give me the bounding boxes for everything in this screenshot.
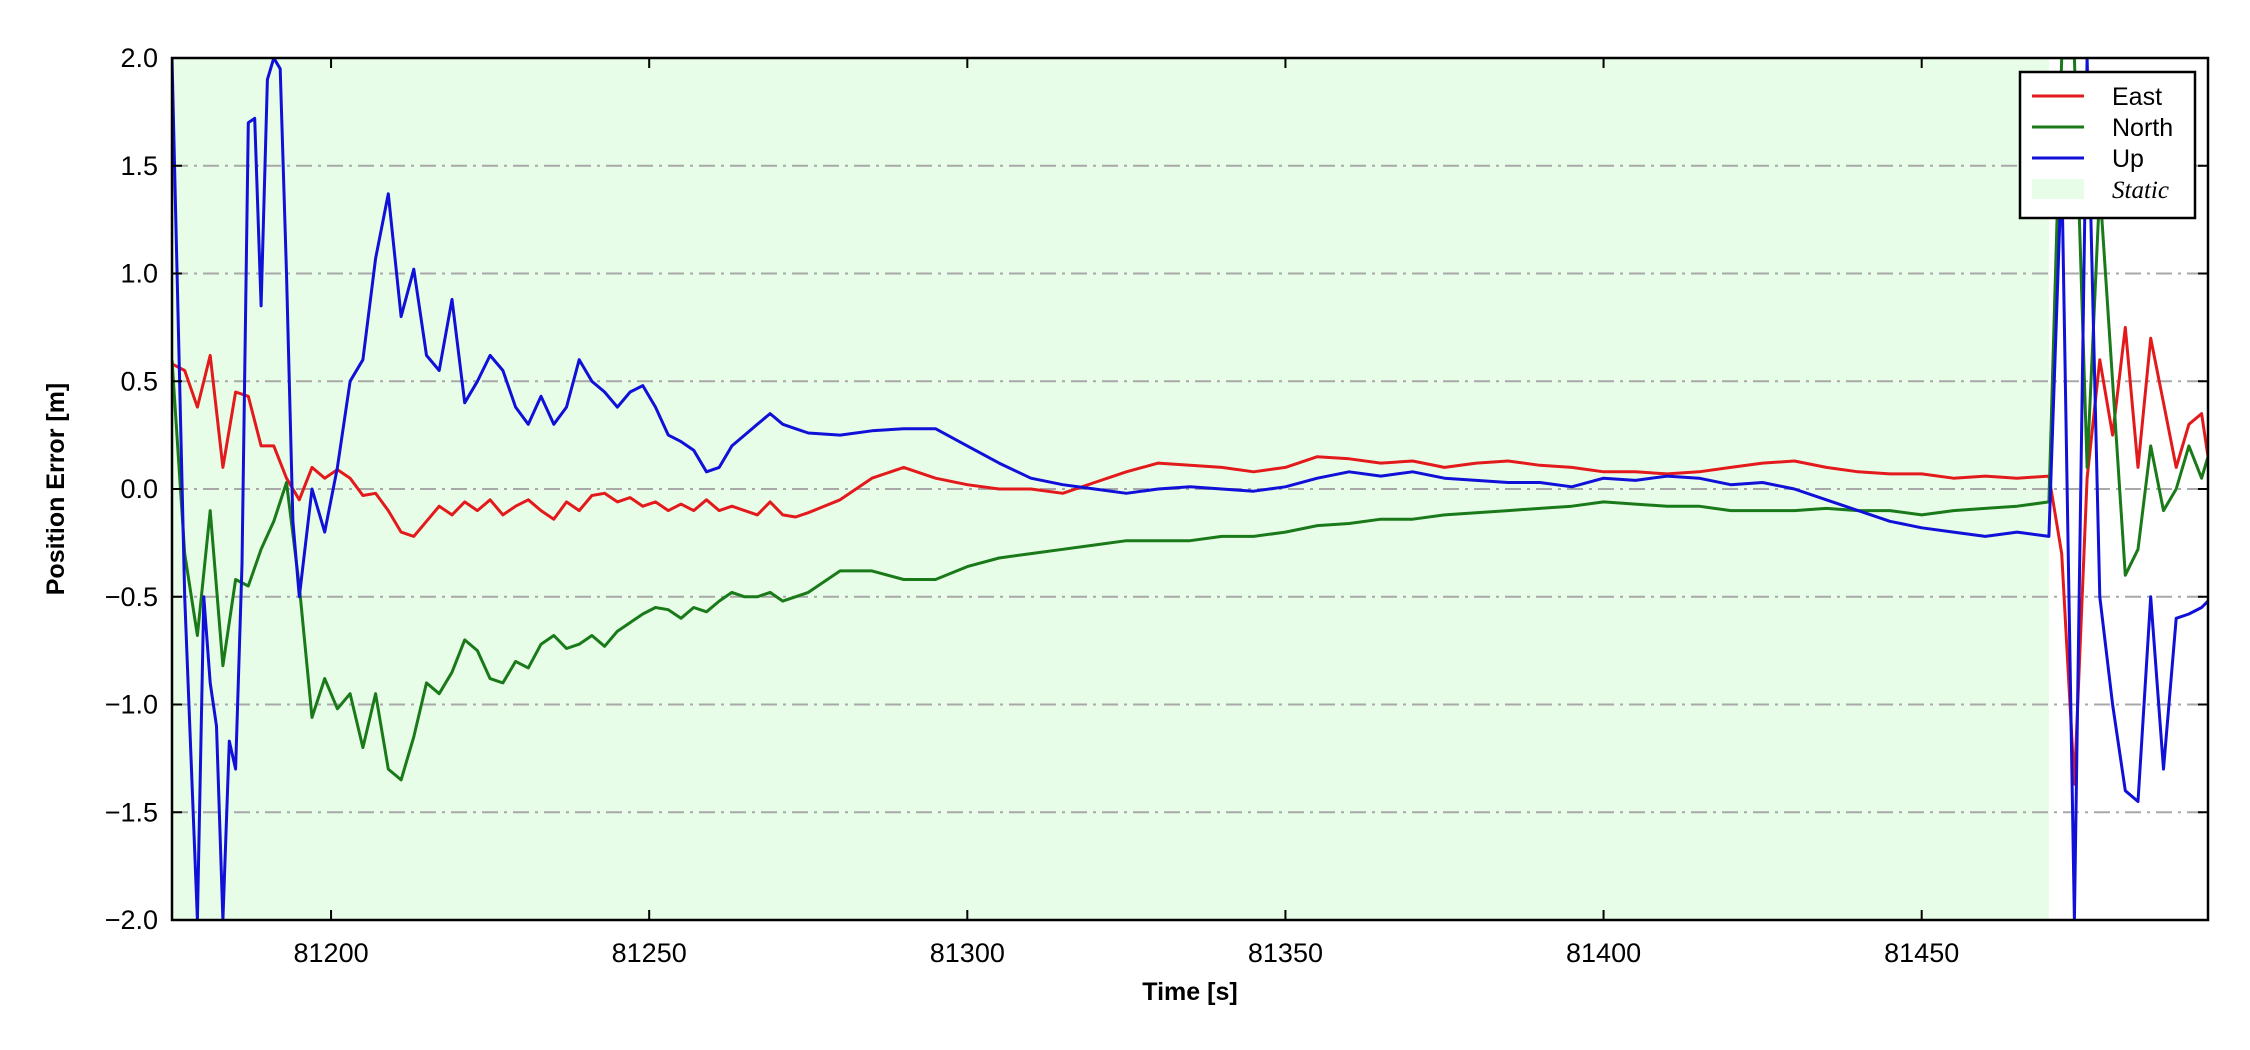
y-tick-label: −1.0 [105,690,158,720]
series-lines [172,58,2208,920]
y-tick-label: 1.5 [120,151,158,181]
axis-ticks: 81200 81250 81300 81350 81400 81450 −2.0 −1.5 −1… [105,43,2208,968]
x-tick-label: 81350 [1248,938,1323,968]
x-tick-label: 81450 [1884,938,1959,968]
y-axis-title: Position Error [m] [42,383,70,596]
x-tick-label: 81250 [612,938,687,968]
legend-label-up: Up [2112,145,2144,173]
grid [172,164,2208,814]
legend-swatch-static [2032,179,2084,199]
legend-label-east: East [2112,83,2162,111]
x-tick-label: 81300 [930,938,1005,968]
series-line-east [172,325,2208,786]
y-tick-label: −2.0 [105,905,158,935]
x-axis-title: Time [s] [1142,978,1237,1006]
x-tick-label: 81200 [294,938,369,968]
legend: East North Up Static [2018,70,2197,220]
y-tick-label: 1.0 [120,259,158,289]
y-tick-label: 0.5 [120,366,158,396]
y-tick-label: −1.5 [105,797,158,827]
y-tick-label: −0.5 [105,582,158,612]
legend-label-north: North [2112,114,2173,142]
y-tick-label: 0.0 [120,474,158,504]
y-tick-label: 2.0 [120,43,158,73]
x-tick-label: 81400 [1566,938,1641,968]
legend-label-static: Static [2112,177,2169,204]
series-line-up [172,58,2208,920]
series-line-north [172,58,2208,782]
